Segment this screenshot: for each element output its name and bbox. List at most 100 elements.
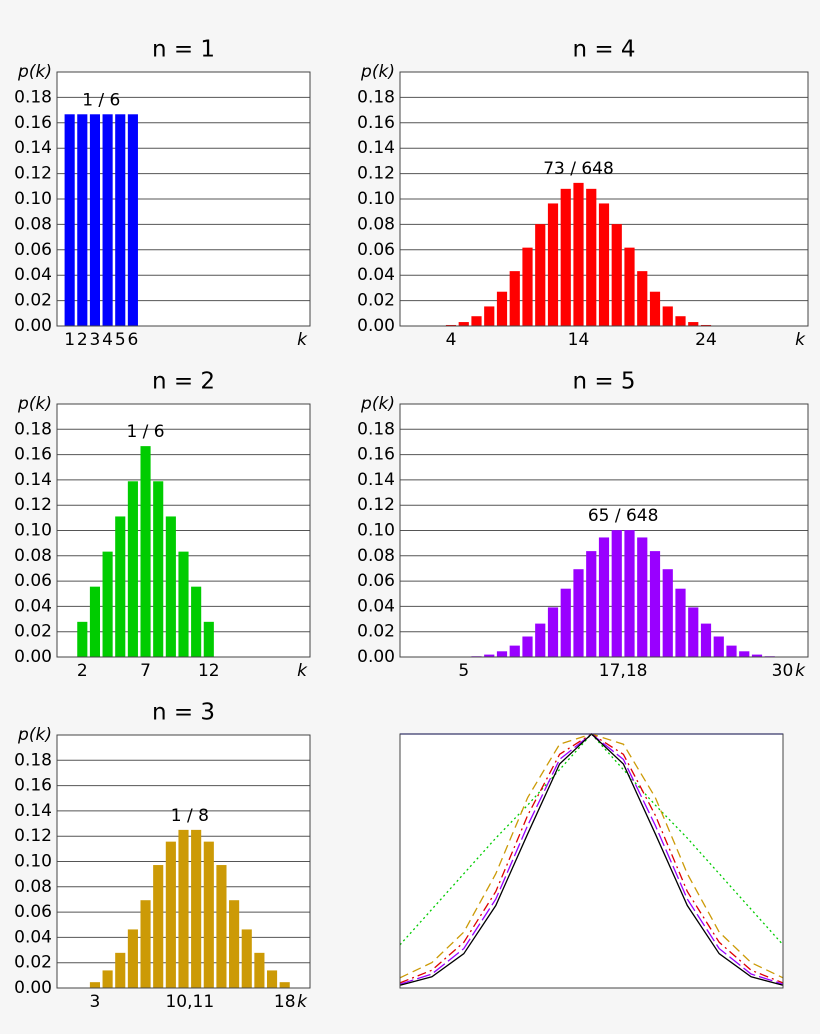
bar — [700, 324, 712, 326]
y-tick-label: 0.12 — [357, 164, 395, 184]
bar — [115, 516, 126, 657]
y-tick-label: 0.14 — [357, 470, 395, 490]
y-tick-label: 0.08 — [14, 546, 52, 566]
bar — [675, 316, 686, 326]
plot-frame — [56, 403, 311, 658]
y-tick-label: 0.12 — [14, 495, 52, 515]
y-tick-label: 0.00 — [14, 647, 52, 667]
y-tick-label: 0.18 — [14, 419, 52, 439]
bar — [560, 588, 571, 657]
bar — [509, 271, 520, 326]
plot-frame — [399, 403, 809, 658]
y-tick-label: 0.06 — [357, 571, 395, 591]
peak-annotation: 1 / 6 — [126, 422, 164, 442]
x-axis-label: k — [795, 661, 806, 681]
bar — [598, 537, 610, 657]
y-tick-label: 0.02 — [14, 953, 52, 973]
chart-title: n = 5 — [572, 369, 635, 395]
bar — [254, 952, 265, 988]
chart-title: n = 4 — [572, 37, 635, 63]
bar — [115, 952, 126, 988]
bar — [127, 481, 138, 657]
x-axis-label: k — [795, 330, 806, 350]
y-tick-label: 0.12 — [357, 495, 395, 515]
bar — [739, 651, 750, 657]
y-tick-label: 0.14 — [14, 138, 52, 158]
bar — [229, 900, 240, 988]
y-axis-label: p(k) — [17, 394, 52, 414]
bar — [726, 645, 737, 657]
y-tick-label: 0.06 — [14, 571, 52, 591]
plot-frame — [399, 71, 809, 327]
y-tick-label: 0.06 — [14, 902, 52, 922]
x-tick-label: 2 — [77, 330, 88, 350]
bar — [102, 114, 113, 326]
bar — [637, 537, 648, 657]
y-tick-label: 0.16 — [357, 445, 395, 465]
bar — [165, 516, 176, 657]
y-tick-label: 0.18 — [357, 419, 395, 439]
bar — [77, 114, 88, 326]
y-tick-label: 0.06 — [14, 240, 52, 260]
chart-title: n = 2 — [152, 369, 215, 395]
x-tick-label: 7 — [140, 661, 151, 681]
curve — [399, 733, 784, 946]
bar — [547, 203, 559, 326]
x-axis-label: k — [297, 330, 308, 350]
bar — [279, 982, 290, 988]
bar — [586, 188, 597, 326]
peak-annotation: 65 / 648 — [588, 506, 659, 526]
bar — [191, 829, 202, 988]
bar — [127, 114, 138, 326]
y-axis-label: p(k) — [360, 394, 395, 414]
y-tick-label: 0.10 — [14, 521, 52, 541]
bar — [484, 306, 495, 326]
peak-annotation: 1 / 8 — [171, 806, 209, 826]
x-tick-label: 2 — [77, 661, 88, 681]
x-tick-label: 1 — [64, 330, 75, 350]
bar — [547, 607, 559, 657]
bar — [484, 654, 495, 657]
y-tick-label: 0.04 — [14, 927, 52, 947]
y-tick-label: 0.18 — [14, 750, 52, 770]
y-tick-label: 0.16 — [14, 113, 52, 133]
bar — [64, 114, 75, 326]
y-tick-label: 0.10 — [14, 189, 52, 209]
bar — [598, 203, 610, 326]
y-tick-label: 0.14 — [14, 801, 52, 821]
bar — [713, 636, 724, 657]
x-tick-label: 3 — [90, 330, 101, 350]
bar — [688, 322, 699, 326]
plot-frame — [56, 71, 311, 327]
bar — [153, 865, 164, 988]
bar — [203, 841, 214, 988]
y-tick-label: 0.18 — [14, 87, 52, 107]
bar — [191, 586, 202, 657]
bar — [203, 621, 214, 657]
y-tick-label: 0.04 — [357, 596, 395, 616]
bar — [115, 114, 126, 326]
y-tick-label: 0.00 — [357, 647, 395, 667]
peak-annotation: 1 / 6 — [82, 90, 120, 110]
y-axis-label: p(k) — [17, 62, 52, 82]
bar — [496, 651, 508, 657]
y-tick-label: 0.02 — [14, 622, 52, 642]
x-axis-label: k — [297, 992, 308, 1012]
y-tick-label: 0.14 — [14, 470, 52, 490]
x-tick-label: 14 — [568, 330, 590, 350]
y-tick-label: 0.10 — [14, 852, 52, 872]
bar — [458, 322, 469, 326]
y-tick-label: 0.06 — [357, 240, 395, 260]
chart-title: n = 3 — [152, 700, 215, 726]
x-axis-label: k — [297, 661, 308, 681]
x-tick-label: 6 — [127, 330, 138, 350]
bar — [649, 291, 661, 326]
bar — [153, 481, 164, 657]
x-tick-label: 30 — [772, 661, 794, 681]
y-tick-label: 0.00 — [14, 316, 52, 336]
bar — [165, 841, 176, 988]
y-tick-label: 0.18 — [357, 87, 395, 107]
x-tick-label: 10,11 — [165, 992, 214, 1012]
x-tick-label: 18 — [274, 992, 296, 1012]
y-axis-label: p(k) — [17, 725, 52, 745]
